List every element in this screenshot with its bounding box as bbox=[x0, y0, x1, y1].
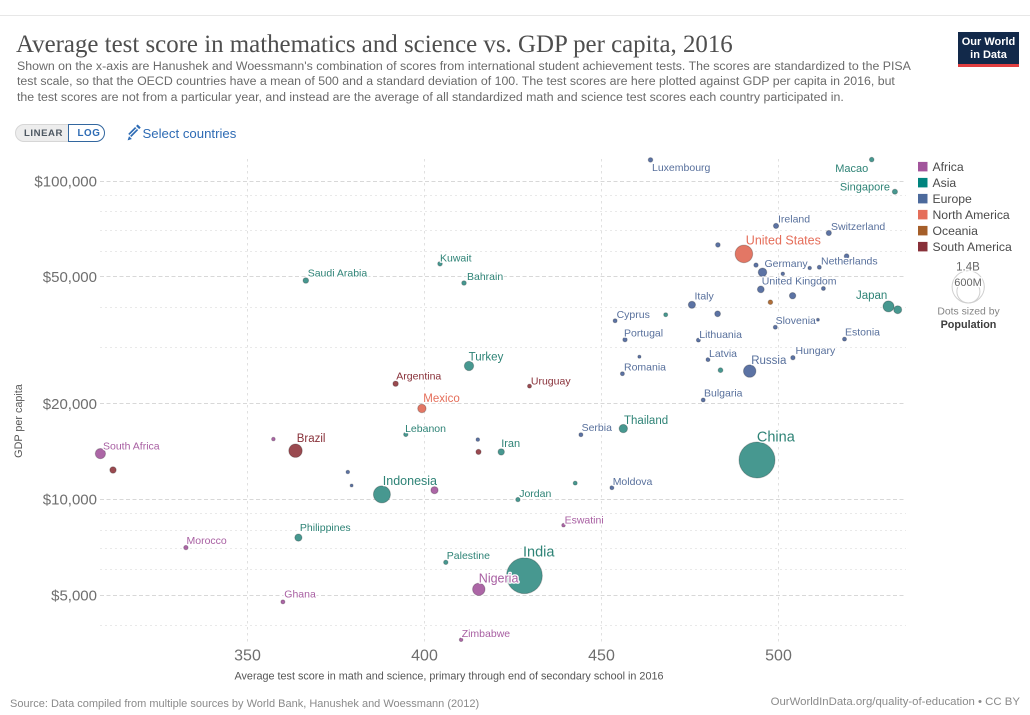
svg-text:Mexico: Mexico bbox=[423, 393, 459, 405]
svg-text:Ireland: Ireland bbox=[778, 214, 810, 226]
svg-text:Germany: Germany bbox=[765, 258, 809, 270]
svg-text:1.4B: 1.4B bbox=[956, 262, 980, 274]
svg-text:$5,000: $5,000 bbox=[51, 587, 97, 604]
svg-text:Russia: Russia bbox=[751, 355, 787, 367]
svg-text:500: 500 bbox=[765, 647, 792, 664]
svg-text:Uruguay: Uruguay bbox=[531, 376, 571, 388]
svg-text:Africa: Africa bbox=[933, 160, 964, 174]
svg-text:600M: 600M bbox=[954, 277, 982, 289]
svg-text:South Africa: South Africa bbox=[103, 440, 160, 452]
svg-text:United States: United States bbox=[746, 233, 821, 247]
svg-text:$20,000: $20,000 bbox=[43, 396, 97, 413]
svg-text:$10,000: $10,000 bbox=[43, 492, 97, 509]
svg-text:Morocco: Morocco bbox=[187, 535, 227, 547]
svg-text:Hungary: Hungary bbox=[796, 345, 836, 357]
svg-text:Saudi Arabia: Saudi Arabia bbox=[308, 268, 368, 280]
svg-text:Dots sized by: Dots sized by bbox=[937, 306, 1000, 317]
svg-text:Bahrain: Bahrain bbox=[467, 271, 503, 283]
svg-text:Switzerland: Switzerland bbox=[831, 221, 885, 233]
svg-text:Oceania: Oceania bbox=[933, 224, 979, 238]
svg-text:Portugal: Portugal bbox=[624, 328, 663, 340]
svg-text:Asia: Asia bbox=[933, 176, 957, 190]
svg-text:$50,000: $50,000 bbox=[43, 269, 97, 286]
svg-text:Netherlands: Netherlands bbox=[821, 256, 878, 268]
svg-text:Estonia: Estonia bbox=[845, 327, 880, 339]
svg-text:Ghana: Ghana bbox=[284, 589, 316, 601]
svg-text:Nigeria: Nigeria bbox=[479, 572, 519, 586]
svg-text:Europe: Europe bbox=[933, 192, 973, 206]
svg-text:United Kingdom: United Kingdom bbox=[762, 276, 837, 288]
svg-text:GDP per capita: GDP per capita bbox=[13, 384, 25, 458]
svg-text:Eswatini: Eswatini bbox=[565, 515, 604, 527]
svg-text:Zimbabwe: Zimbabwe bbox=[462, 628, 511, 640]
svg-text:400: 400 bbox=[411, 647, 438, 664]
svg-text:Kuwait: Kuwait bbox=[440, 252, 472, 264]
svg-text:Palestine: Palestine bbox=[447, 550, 490, 562]
svg-text:Italy: Italy bbox=[695, 291, 715, 303]
svg-text:Bulgaria: Bulgaria bbox=[704, 388, 743, 400]
svg-text:North America: North America bbox=[933, 208, 1010, 222]
svg-text:350: 350 bbox=[234, 647, 261, 664]
svg-text:Slovenia: Slovenia bbox=[776, 315, 816, 327]
svg-text:Population: Population bbox=[941, 319, 997, 331]
svg-text:Average test score in math and: Average test score in math and science, … bbox=[235, 671, 664, 683]
svg-text:Iran: Iran bbox=[501, 438, 520, 450]
svg-text:Luxembourg: Luxembourg bbox=[652, 162, 711, 174]
svg-text:India: India bbox=[523, 544, 555, 560]
svg-text:South America: South America bbox=[933, 240, 1012, 254]
svg-text:Singapore: Singapore bbox=[840, 182, 890, 194]
svg-text:China: China bbox=[757, 430, 796, 446]
svg-text:$100,000: $100,000 bbox=[34, 173, 97, 190]
svg-text:Argentina: Argentina bbox=[396, 371, 441, 383]
svg-text:Jordan: Jordan bbox=[519, 488, 551, 500]
svg-text:Serbia: Serbia bbox=[582, 422, 613, 434]
svg-text:Romania: Romania bbox=[624, 361, 666, 373]
svg-text:Brazil: Brazil bbox=[297, 433, 326, 445]
svg-text:Lithuania: Lithuania bbox=[699, 329, 742, 341]
svg-text:Lebanon: Lebanon bbox=[405, 423, 446, 435]
svg-text:Latvia: Latvia bbox=[709, 348, 737, 360]
svg-text:Philippines: Philippines bbox=[300, 522, 351, 534]
svg-text:Japan: Japan bbox=[856, 290, 887, 302]
svg-text:Turkey: Turkey bbox=[469, 352, 504, 364]
svg-text:Indonesia: Indonesia bbox=[383, 474, 437, 488]
svg-text:Thailand: Thailand bbox=[624, 415, 668, 427]
svg-text:Cyprus: Cyprus bbox=[617, 309, 650, 321]
svg-text:Macao: Macao bbox=[835, 163, 868, 175]
svg-text:Moldova: Moldova bbox=[613, 476, 653, 488]
svg-text:450: 450 bbox=[588, 647, 615, 664]
